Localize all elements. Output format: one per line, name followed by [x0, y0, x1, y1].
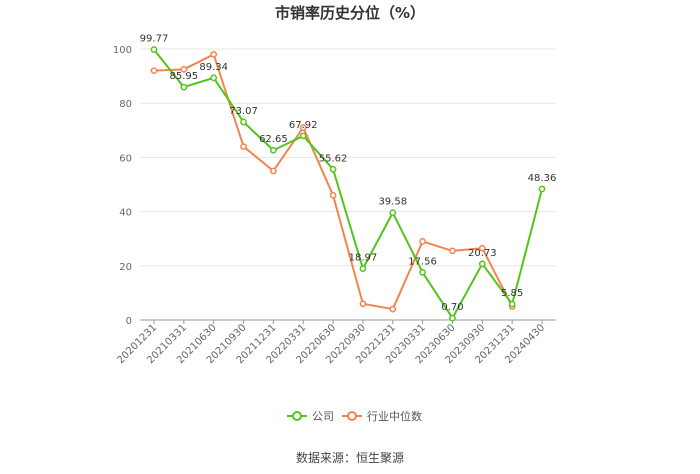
industry-median-point[interactable] [329, 191, 337, 199]
grid-lines [140, 48, 556, 267]
series-layer [150, 46, 546, 322]
company-series-line [153, 49, 543, 320]
company-data-label: 18.97 [349, 253, 378, 264]
industry-median-point[interactable] [478, 244, 486, 252]
company-point[interactable] [210, 74, 218, 82]
company-point[interactable] [538, 185, 546, 193]
company-data-label: 62.65 [259, 134, 288, 145]
industry-median-point[interactable] [240, 143, 247, 150]
industry-median-point[interactable] [419, 238, 426, 245]
industry-median-point[interactable] [210, 51, 218, 58]
chart-title: 市销率历史分位（%） [275, 4, 425, 22]
company-data-label: 99.77 [140, 34, 169, 45]
company-point[interactable] [419, 269, 426, 276]
legend-item-company[interactable]: 公司 [287, 410, 334, 423]
company-point[interactable] [180, 83, 188, 91]
industry-median-point[interactable] [299, 124, 307, 131]
company-point[interactable] [449, 314, 456, 322]
company-data-label: 85.95 [170, 71, 199, 82]
company-data-label: 39.58 [378, 197, 407, 208]
company-data-label: 17.56 [408, 256, 437, 267]
company-data-label: 20.73 [468, 248, 497, 259]
y-tick-label: 0 [126, 316, 132, 327]
legend: 公司 行业中位数 [287, 409, 422, 423]
y-tick-label: 60 [119, 153, 132, 164]
industry-median-point[interactable] [449, 247, 456, 255]
industry-median-series-line [153, 53, 514, 311]
company-data-label: 0.70 [441, 302, 463, 313]
company-data-label: 67.92 [289, 120, 318, 131]
company-point[interactable] [329, 165, 337, 173]
y-tick-label: 80 [119, 99, 132, 110]
source-note: 数据来源：恒生聚源 [296, 450, 404, 465]
company-point[interactable] [270, 146, 277, 154]
industry-median-point[interactable] [359, 300, 367, 308]
x-axis-ticks: 2020123120210331202106302021093020211231… [115, 320, 547, 366]
y-tick-label: 100 [113, 45, 132, 56]
industry-median-point[interactable] [150, 67, 158, 75]
legend-label-industry-median: 行业中位数 [367, 409, 422, 423]
industry-median-point[interactable] [389, 305, 397, 313]
company-point[interactable] [508, 300, 516, 308]
y-tick-label: 40 [119, 208, 132, 219]
company-point[interactable] [299, 132, 307, 140]
company-point[interactable] [240, 118, 247, 126]
company-data-label: 5.85 [501, 288, 523, 299]
y-axis-ticks: 0 20 40 60 80 100 [113, 45, 132, 327]
company-data-label: 48.36 [528, 173, 557, 184]
industry-median-point[interactable] [180, 65, 188, 73]
legend-item-industry-median[interactable]: 行业中位数 [342, 409, 422, 423]
y-tick-label: 20 [119, 262, 132, 273]
company-point[interactable] [389, 209, 397, 217]
company-data-label: 55.62 [319, 153, 348, 164]
industry-median-point[interactable] [270, 167, 277, 175]
company-data-label: 73.07 [229, 106, 258, 117]
company-point[interactable] [150, 46, 158, 53]
company-data-label: 89.34 [199, 62, 228, 73]
company-point[interactable] [359, 265, 367, 272]
legend-label-company: 公司 [312, 410, 334, 423]
company-point[interactable] [478, 260, 486, 268]
